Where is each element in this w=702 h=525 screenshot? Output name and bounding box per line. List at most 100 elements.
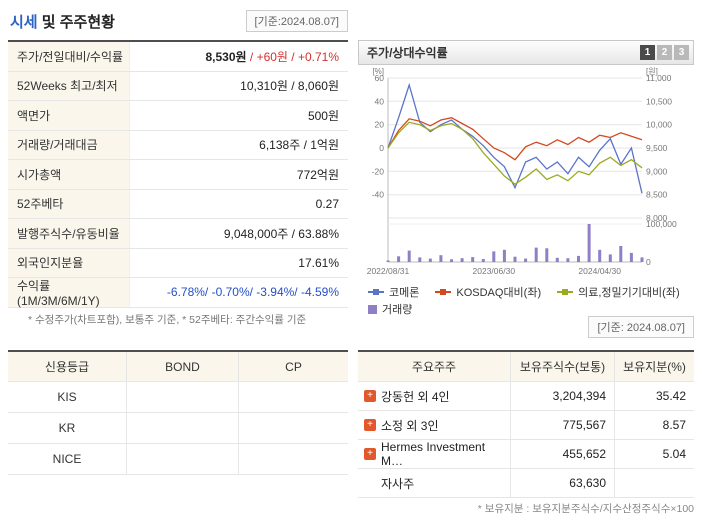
chart-panel-header: 주가/상대수익률 1 2 3 bbox=[358, 40, 694, 65]
quote-value: 6,138주 / 1억원 bbox=[259, 138, 339, 153]
shareholder-name: 자사주 bbox=[381, 476, 415, 491]
expand-icon[interactable] bbox=[364, 448, 376, 460]
quote-label: 시가총액 bbox=[8, 160, 130, 189]
legend-label: 거래량 bbox=[382, 304, 413, 316]
legend-marker-sector bbox=[557, 288, 574, 295]
legend-label: KOSDAQ대비(좌) bbox=[456, 287, 542, 299]
svg-text:[%]: [%] bbox=[372, 67, 384, 76]
table-row: Hermes Investment M… 455,652 5.04 bbox=[358, 440, 694, 469]
page-title: 시세 및 주주현황 bbox=[10, 11, 115, 32]
credit-cp bbox=[238, 444, 348, 474]
svg-text:10,000: 10,000 bbox=[646, 120, 672, 130]
credit-agency: NICE bbox=[52, 452, 82, 466]
quote-value: 8,530원 / +60원 / +0.71% bbox=[130, 42, 348, 71]
quote-value: 772억원 bbox=[296, 167, 339, 182]
table-row: NICE bbox=[8, 444, 348, 475]
credit-header-cp: CP bbox=[238, 352, 348, 381]
svg-text:11,000: 11,000 bbox=[646, 73, 672, 83]
shareholder-shares: 63,630 bbox=[510, 469, 614, 497]
chart-tab-3[interactable]: 3 bbox=[674, 45, 689, 60]
shareholders-table: 주요주주 보유주식수(보통) 보유지분(%) 강동헌 외 4인 3,204,39… bbox=[358, 350, 694, 498]
legend-marker-comeron bbox=[368, 288, 384, 295]
svg-text:9,500: 9,500 bbox=[646, 143, 668, 153]
table-row: 시가총액 772억원 bbox=[8, 160, 348, 190]
expand-icon[interactable] bbox=[364, 419, 376, 431]
chart-tab-2[interactable]: 2 bbox=[657, 45, 672, 60]
credit-bond bbox=[126, 444, 238, 474]
shareholders-header-name: 주요주주 bbox=[411, 360, 457, 374]
quote-footnote: * 수정주가(차트포함), 보통주 기준, * 52주베타: 주간수익률 기준 bbox=[28, 314, 307, 326]
table-row: 52Weeks 최고/최저 10,310원 / 8,060원 bbox=[8, 71, 348, 101]
price-value: 8,530원 bbox=[205, 49, 247, 64]
legend-item-sector: 의료,정밀기기대비(좌) bbox=[557, 284, 680, 300]
quote-label: 액면가 bbox=[8, 101, 130, 130]
shareholder-pct: 8.57 bbox=[614, 411, 694, 439]
svg-text:-20: -20 bbox=[372, 166, 385, 176]
svg-text:[원]: [원] bbox=[646, 67, 658, 76]
chart-tabs: 1 2 3 bbox=[640, 45, 693, 60]
price-relative-return-chart: 11,000 10,500 10,000 9,500 9,000 8,500 8,000 60… bbox=[358, 66, 694, 281]
chart-panel-title: 주가/상대수익률 bbox=[367, 46, 448, 60]
credit-rating-table: 신용등급 BOND CP KIS KR NICE bbox=[8, 350, 348, 475]
credit-cp bbox=[238, 413, 348, 443]
reference-date-badge: [기준:2024.08.07] bbox=[245, 10, 348, 32]
svg-text:8,500: 8,500 bbox=[646, 190, 668, 200]
table-row: 발행주식수/유동비율 9,048,000주 / 63.88% bbox=[8, 219, 348, 249]
credit-header-row: 신용등급 BOND CP bbox=[8, 352, 348, 382]
table-row: 소정 외 3인 775,567 8.57 bbox=[358, 411, 694, 440]
legend-item-kosdaq: KOSDAQ대비(좌) bbox=[435, 284, 541, 300]
shareholder-name: 소정 외 3인 bbox=[381, 418, 439, 433]
chart-legend-row-2: 거래량 bbox=[368, 301, 694, 317]
shareholder-pct bbox=[614, 469, 694, 497]
shareholder-shares: 455,652 bbox=[510, 440, 614, 468]
svg-text:0: 0 bbox=[379, 143, 384, 153]
svg-text:100,000: 100,000 bbox=[646, 219, 677, 229]
page-title-rest: 및 주주현황 bbox=[37, 14, 115, 31]
shareholder-shares: 775,567 bbox=[510, 411, 614, 439]
quote-label: 발행주식수/유동비율 bbox=[8, 219, 130, 248]
chart-reference-date-badge: [기준: 2024.08.07] bbox=[588, 316, 694, 338]
shareholders-header-row: 주요주주 보유주식수(보통) 보유지분(%) bbox=[358, 352, 694, 382]
table-row: 거래량/거래대금 6,138주 / 1억원 bbox=[8, 130, 348, 160]
credit-agency: KIS bbox=[57, 390, 77, 404]
credit-cp bbox=[238, 382, 348, 412]
svg-text:8,000: 8,000 bbox=[646, 213, 668, 223]
chart-tab-1[interactable]: 1 bbox=[640, 45, 655, 60]
svg-text:60: 60 bbox=[375, 73, 385, 83]
ownership-footnote: * 보유지분 : 보유지분주식수/지수산정주식수×100 bbox=[477, 503, 694, 515]
shareholders-header-shares: 보유주식수(보통) bbox=[510, 352, 614, 381]
table-row: 외국인지분율 17.61% bbox=[8, 248, 348, 278]
table-row: 액면가 500원 bbox=[8, 101, 348, 131]
quote-label: 거래량/거래대금 bbox=[8, 130, 130, 159]
svg-text:0: 0 bbox=[646, 257, 651, 267]
table-row: 수익률 (1M/3M/6M/1Y) -6.78%/ -0.70%/ -3.94%… bbox=[8, 278, 348, 308]
price-change: / +60원 / +0.71% bbox=[246, 49, 339, 64]
svg-text:2022/08/31: 2022/08/31 bbox=[367, 266, 410, 276]
shareholder-name-cell: 자사주 bbox=[358, 469, 510, 497]
shareholder-name-cell: 강동헌 외 4인 bbox=[358, 382, 510, 410]
chart-legend-row-1: 코메론 KOSDAQ대비(좌) 의료,정밀기기대비(좌) bbox=[368, 284, 694, 300]
table-row: KIS bbox=[8, 382, 348, 413]
credit-header-bond: BOND bbox=[126, 352, 238, 381]
table-row: 자사주 63,630 bbox=[358, 469, 694, 498]
expand-icon[interactable] bbox=[364, 390, 376, 402]
credit-agency: KR bbox=[58, 421, 76, 435]
svg-text:9,000: 9,000 bbox=[646, 166, 668, 176]
legend-item-volume: 거래량 bbox=[368, 301, 412, 317]
legend-label: 의료,정밀기기대비(좌) bbox=[578, 287, 680, 299]
svg-text:-40: -40 bbox=[372, 190, 385, 200]
legend-marker-kosdaq bbox=[435, 288, 452, 295]
quote-label: 주가/전일대비/수익률 bbox=[8, 42, 130, 71]
credit-header-agency: 신용등급 bbox=[44, 360, 90, 374]
table-row: KR bbox=[8, 413, 348, 444]
table-row: 강동헌 외 4인 3,204,394 35.42 bbox=[358, 382, 694, 411]
returns-value: -6.78%/ -0.70%/ -3.94%/ -4.59% bbox=[166, 285, 339, 300]
shareholder-shares: 3,204,394 bbox=[510, 382, 614, 410]
shareholder-name-cell: 소정 외 3인 bbox=[358, 411, 510, 439]
table-row: 52주베타 0.27 bbox=[8, 189, 348, 219]
quote-value: 9,048,000주 / 63.88% bbox=[223, 226, 339, 241]
quote-label: 52Weeks 최고/최저 bbox=[8, 71, 130, 100]
quote-label: 수익률 (1M/3M/6M/1Y) bbox=[8, 278, 130, 308]
shareholder-pct: 35.42 bbox=[614, 382, 694, 410]
